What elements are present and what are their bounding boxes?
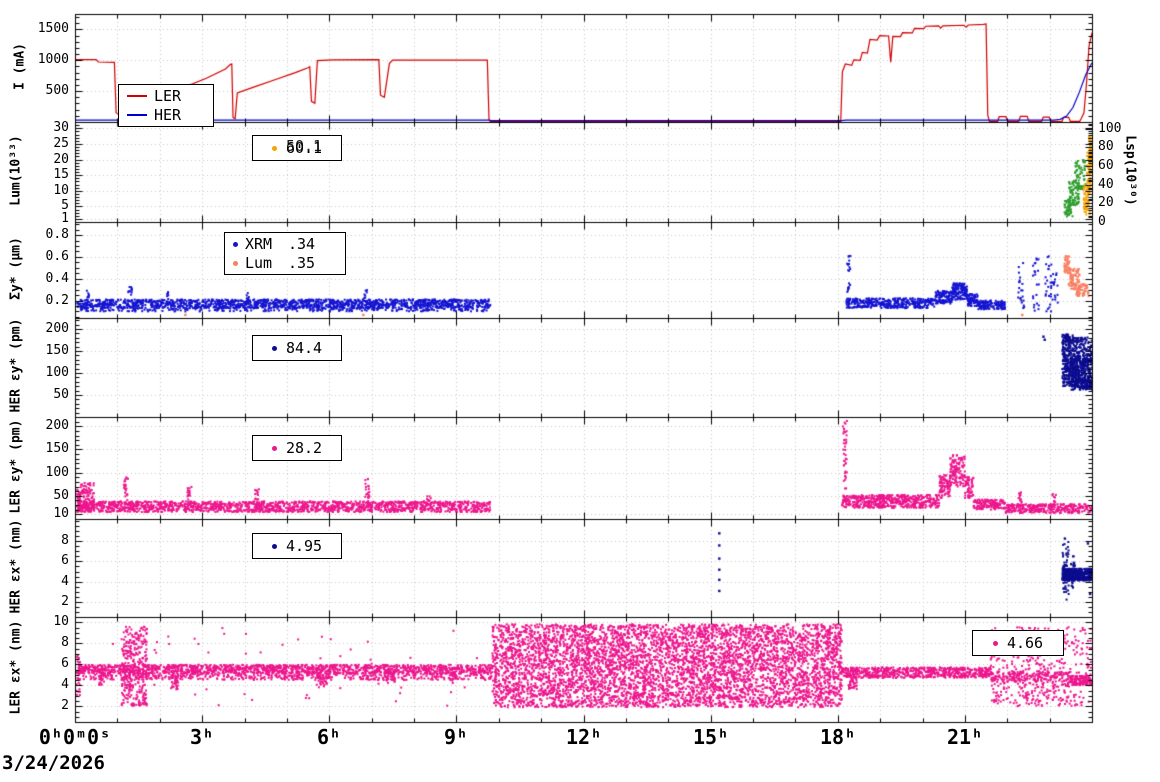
legend-entry-xrm: XRM .34 bbox=[233, 235, 337, 253]
current-legend: LER HER bbox=[118, 84, 214, 127]
legend-entry-her: HER bbox=[127, 106, 205, 124]
right-axis-title-lsp: Lsp(10³⁰) bbox=[1122, 135, 1138, 206]
her-ex-legend-value: 4.95 bbox=[285, 537, 323, 555]
legend-label-ler: LER bbox=[154, 87, 182, 105]
luminosity-legend-values: 50.1 60.1 bbox=[285, 137, 323, 157]
her-ey-legend-value: 84.4 bbox=[285, 339, 323, 357]
her-ey-marker-dot-icon bbox=[271, 345, 277, 351]
date-label: 3/24/2026 bbox=[2, 752, 105, 774]
luminosity-legend-value: 60.1 bbox=[285, 139, 323, 157]
ler-ex-marker-dot-icon bbox=[992, 640, 998, 646]
legend-label-xrm: XRM bbox=[245, 235, 273, 253]
ler-ex-legend-value: 4.66 bbox=[1006, 634, 1044, 652]
luminosity-legend: 50.1 60.1 bbox=[252, 135, 342, 161]
legend-label-her: HER bbox=[154, 106, 182, 124]
ler-ey-legend-value: 28.2 bbox=[285, 439, 323, 457]
ler-ey-legend: 28.2 bbox=[252, 435, 342, 461]
legend-entry-lum: Lum .35 bbox=[233, 254, 337, 272]
legend-label-lum: Lum bbox=[245, 254, 273, 272]
luminosity-legend-value-overlap: 50.1 bbox=[285, 137, 323, 155]
sigma-y-legend: XRM .34 Lum .35 bbox=[224, 232, 346, 275]
ler-line-icon bbox=[127, 95, 147, 97]
ler-ey-marker-dot-icon bbox=[271, 445, 277, 451]
lum-marker-dot-icon bbox=[233, 260, 238, 266]
her-line-icon bbox=[127, 114, 147, 116]
lum-marker-dot-icon bbox=[271, 145, 277, 151]
legend-value-xrm: .34 bbox=[288, 235, 316, 253]
ler-ex-legend: 4.66 bbox=[972, 630, 1064, 656]
xrm-marker-dot-icon bbox=[233, 241, 238, 247]
legend-value-lum: .35 bbox=[288, 254, 316, 272]
legend-entry-ler: LER bbox=[127, 87, 205, 105]
her-ex-marker-dot-icon bbox=[271, 543, 277, 549]
y-axis-title-ler-ex: LER εx* (nm) bbox=[8, 620, 24, 715]
her-ex-legend: 4.95 bbox=[252, 533, 342, 559]
her-ey-legend: 84.4 bbox=[252, 335, 342, 361]
